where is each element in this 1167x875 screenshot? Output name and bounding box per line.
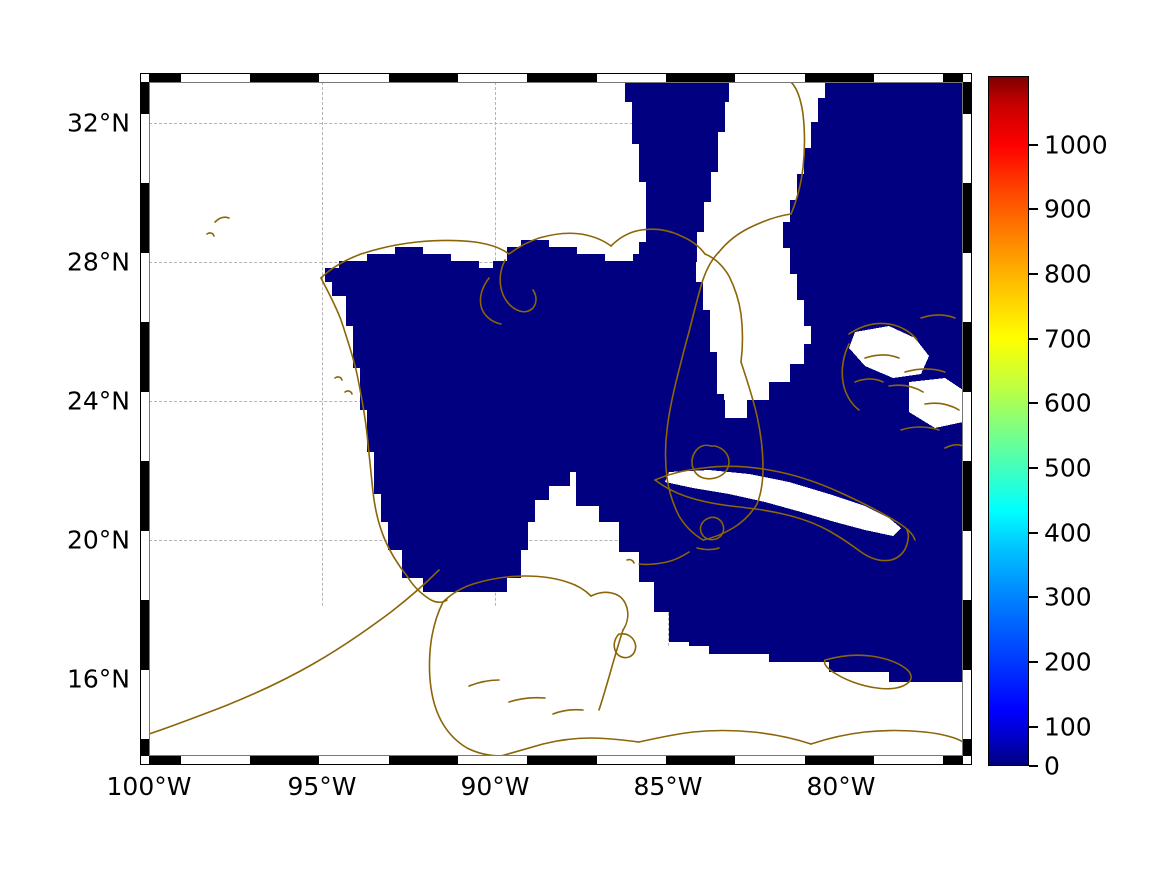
- coastline-layer: [149, 82, 963, 756]
- colorbar-label-200: 200: [1044, 647, 1092, 677]
- colorbar-tick-900: [1029, 208, 1038, 210]
- frame-left: [141, 82, 149, 756]
- colorbar-label-500: 500: [1044, 453, 1092, 483]
- colorbar-label-300: 300: [1044, 582, 1092, 612]
- frame-top: [149, 74, 963, 82]
- ytick-label-28n: 28°N: [66, 247, 130, 277]
- xtick-label-100w: 100°W: [106, 772, 192, 801]
- ytick-label-16n: 16°N: [66, 664, 130, 694]
- colorbar-tick-800: [1029, 273, 1038, 275]
- map-axes[interactable]: [140, 73, 972, 765]
- ytick-label-24n: 24°N: [66, 386, 130, 416]
- colorbar-tick-500: [1029, 467, 1038, 469]
- colorbar-label-800: 800: [1044, 259, 1092, 289]
- colorbar-label-0: 0: [1044, 751, 1060, 781]
- frame-right: [963, 82, 971, 756]
- colorbar-gradient[interactable]: [988, 76, 1029, 766]
- map-plot-area[interactable]: [149, 82, 963, 756]
- colorbar-label-100: 100: [1044, 712, 1092, 742]
- colorbar-label-400: 400: [1044, 518, 1092, 548]
- colorbar-tick-300: [1029, 596, 1038, 598]
- colorbar-tick-100: [1029, 726, 1038, 728]
- colorbar-tick-400: [1029, 532, 1038, 534]
- ytick-label-20n: 20°N: [66, 525, 130, 555]
- colorbar-tick-200: [1029, 661, 1038, 663]
- frame-bottom: [149, 756, 963, 764]
- colorbar[interactable]: 1000 900 800 700 600 500 400 300 200 100…: [988, 76, 1108, 781]
- colorbar-label-900: 900: [1044, 194, 1092, 224]
- colorbar-tick-700: [1029, 338, 1038, 340]
- colorbar-tick-1000: [1029, 144, 1038, 146]
- colorbar-tick-0: [1029, 765, 1038, 767]
- ytick-label-32n: 32°N: [66, 108, 130, 138]
- data-raster-layer: [149, 82, 963, 756]
- colorbar-label-1000: 1000: [1044, 130, 1108, 160]
- xtick-label-90w: 90°W: [460, 772, 530, 801]
- colorbar-tick-600: [1029, 402, 1038, 404]
- colorbar-label-600: 600: [1044, 388, 1092, 418]
- xtick-label-85w: 85°W: [633, 772, 703, 801]
- xtick-label-80w: 80°W: [806, 772, 876, 801]
- xtick-label-95w: 95°W: [287, 772, 357, 801]
- colorbar-label-700: 700: [1044, 324, 1092, 354]
